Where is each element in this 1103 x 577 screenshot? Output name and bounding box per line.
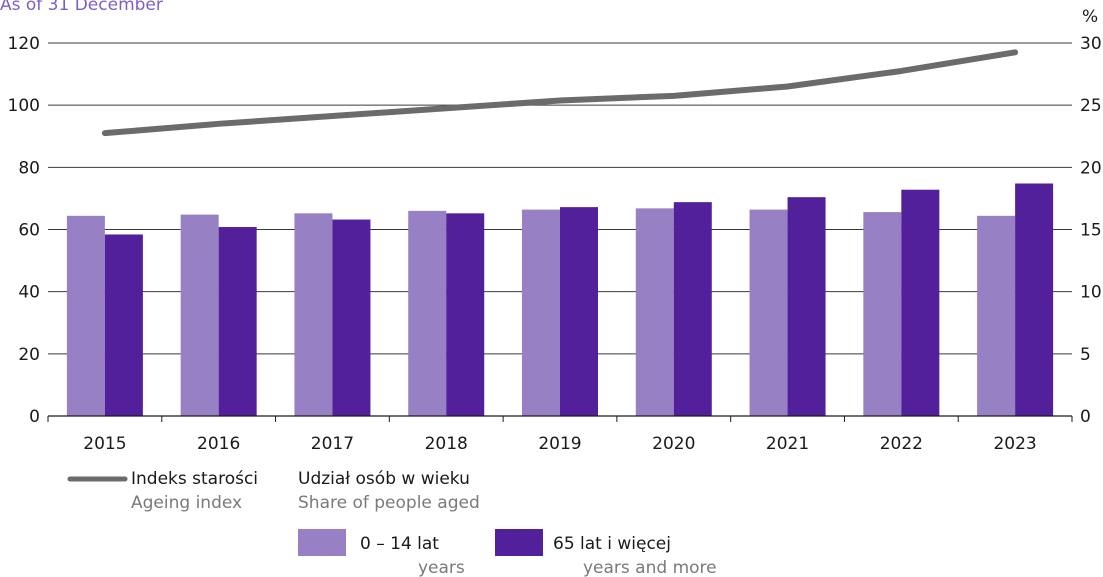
bar-65-plus (673, 202, 712, 416)
right-axis-unit: % (1082, 7, 1098, 27)
legend-line-sublabel: Ageing index (131, 493, 242, 513)
bar-65-plus (1015, 183, 1054, 416)
legend-swatch-65-plus (495, 529, 543, 556)
right-axis-tick-label: 10 (1080, 283, 1102, 303)
left-axis-tick-label: 40 (18, 283, 40, 303)
x-axis-tick-label: 2022 (880, 434, 923, 454)
legend-group-subtitle: Share of people aged (298, 493, 480, 513)
legend-sublabel-65-plus: years and more (583, 558, 717, 577)
bar-0-14 (294, 213, 333, 416)
bar-65-plus (446, 213, 485, 416)
axes: 0 20 40 60 80 100 120 0 5 10 15 20 25 30% 2015 2016 2017… (8, 7, 1102, 454)
left-axis-tick-label: 60 (18, 221, 40, 241)
x-axis-tick-label: 2019 (538, 434, 581, 454)
chart-subtitle: As of 31 December (0, 0, 163, 15)
bar-65-plus (218, 227, 257, 416)
bar-0-14 (66, 215, 105, 416)
right-axis-tick-label: 30 (1080, 34, 1102, 54)
legend-line-label: Indeks starości (131, 469, 258, 489)
left-axis-tick-label: 100 (8, 96, 40, 116)
bar-0-14 (749, 209, 788, 416)
left-axis-tick-label: 120 (8, 34, 40, 54)
bars (66, 183, 1054, 416)
right-axis-tick-label: 5 (1080, 345, 1091, 365)
right-axis-tick-label: 20 (1080, 158, 1102, 178)
x-axis-tick-label: 2020 (652, 434, 695, 454)
ageing-index-line (101, 49, 1019, 137)
legend-sublabel-0-14: years (418, 558, 465, 577)
bar-65-plus (560, 207, 598, 416)
legend-label-65-plus: 65 lat i więcej (553, 534, 671, 554)
legend-label-0-14: 0 – 14 lat (360, 534, 439, 554)
x-axis-tick-label: 2018 (425, 434, 468, 454)
bar-0-14 (863, 212, 902, 416)
x-axis-tick-label: 2016 (197, 434, 240, 454)
bar-0-14 (180, 214, 219, 416)
bar-0-14 (635, 208, 674, 416)
x-axis-tick-label: 2015 (83, 434, 126, 454)
x-axis-tick-label: 2021 (766, 434, 809, 454)
right-axis-tick-label: 25 (1080, 96, 1102, 116)
bar-65-plus (104, 234, 143, 416)
bar-65-plus (901, 189, 940, 416)
x-axis-tick-label: 2017 (311, 434, 354, 454)
legend: Indeks starości Ageing index Udział osób… (67, 469, 717, 577)
ageing-index-polyline (101, 49, 1019, 137)
bar-65-plus (332, 219, 371, 416)
right-axis-tick-label: 15 (1080, 221, 1102, 241)
legend-swatch-0-14 (298, 529, 346, 556)
left-axis-tick-label: 0 (29, 407, 40, 427)
right-axis-tick-label: 0 (1080, 407, 1091, 427)
bar-0-14 (522, 209, 560, 416)
legend-group-title: Udział osób w wieku (298, 469, 470, 489)
x-axis-tick-label: 2023 (993, 434, 1036, 454)
left-axis-tick-label: 20 (18, 345, 40, 365)
bar-65-plus (787, 197, 826, 416)
bar-0-14 (977, 215, 1016, 416)
bar-0-14 (408, 210, 447, 416)
left-axis-tick-label: 80 (18, 158, 40, 178)
